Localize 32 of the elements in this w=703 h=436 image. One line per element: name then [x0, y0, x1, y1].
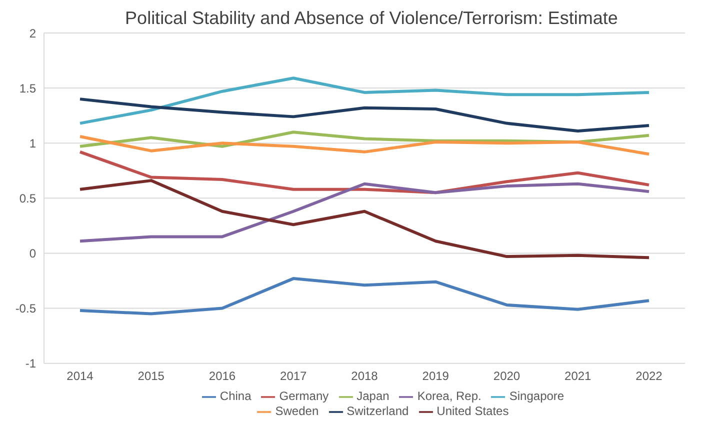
legend-label: China	[220, 389, 252, 404]
line-series	[78, 98, 650, 132]
x-tick-label: 2016	[208, 368, 236, 383]
legend-label: Switzerland	[346, 404, 409, 418]
x-tick-label: 2019	[422, 368, 450, 383]
y-tick-label: 1	[29, 136, 36, 150]
legend-label: Singapore	[509, 389, 564, 404]
line-series	[78, 135, 650, 156]
y-tick-label: 0	[29, 246, 36, 260]
legend-label: Japan	[356, 389, 390, 404]
x-tick-label: 2020	[493, 368, 520, 383]
x-tick-label: 2017	[280, 368, 308, 383]
y-tick-label: -1	[25, 356, 36, 371]
y-tick-label: -0.5	[15, 302, 36, 316]
y-tick-label: 1.5	[19, 81, 36, 96]
x-tick-label: 2021	[564, 368, 592, 383]
y-tick-label: 0.5	[19, 191, 36, 206]
line-series	[78, 277, 650, 316]
x-tick-label: 2018	[351, 368, 378, 383]
legend-label: United States	[436, 404, 509, 418]
chart-title: Political Stability and Absence of Violence/Terrorism: Estimate	[124, 8, 619, 29]
line-series	[78, 179, 650, 260]
x-tick-label: 2022	[636, 368, 663, 383]
line-series	[78, 76, 650, 125]
line-series	[78, 150, 650, 194]
legend-label: Sweden	[275, 404, 319, 418]
x-tick-label: 2014	[66, 368, 94, 383]
legend-label: Korea, Rep.	[417, 389, 482, 404]
x-tick-label: 2015	[138, 368, 165, 383]
legend-label: Germany	[279, 389, 329, 404]
line-series	[78, 182, 650, 243]
y-tick-label: 2	[29, 26, 36, 40]
